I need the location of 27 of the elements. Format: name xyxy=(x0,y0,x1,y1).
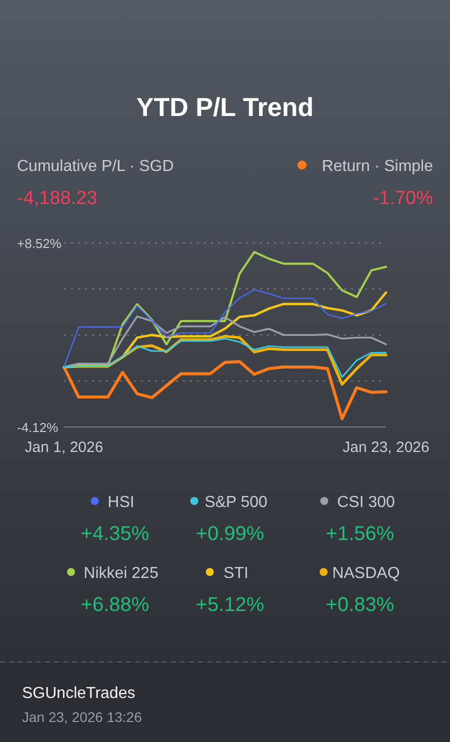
text: +0.83% xyxy=(326,594,394,616)
text: Cumulative P/L · SGD xyxy=(17,158,174,175)
line-series xyxy=(63,338,387,378)
text: +5.12% xyxy=(196,594,264,616)
text: -4,188.23 xyxy=(17,188,98,209)
legend-label: Return · Simple xyxy=(322,158,434,175)
text: SGUncleTrades xyxy=(22,685,136,702)
text: -1.70% xyxy=(372,188,434,209)
legend-label: Nikkei 225 xyxy=(84,565,158,582)
line-series xyxy=(62,360,388,420)
line-series xyxy=(62,250,388,368)
text: Jan 23, 2026 13:26 xyxy=(22,709,142,725)
x-tick-label: Jan 23, 2026 xyxy=(342,439,430,456)
line-series xyxy=(63,315,387,368)
legend-label: STI xyxy=(224,565,248,582)
legend-label: NASDAQ xyxy=(332,565,400,582)
x-tick-label: Jan 1, 2026 xyxy=(24,439,104,456)
legend-label: S&P 500 xyxy=(204,494,268,511)
text: +6.88% xyxy=(80,594,150,616)
y-tick-label: -4.12% xyxy=(17,420,59,435)
chart-title: YTD P/L Trend xyxy=(136,92,314,122)
y-tick-label: +8.52% xyxy=(17,236,62,251)
text: +4.35% xyxy=(80,523,150,545)
legend-label: HSI xyxy=(108,494,134,511)
legend-label: CSI 300 xyxy=(337,494,396,511)
text: +1.56% xyxy=(326,523,394,545)
text: +0.99% xyxy=(196,523,264,545)
